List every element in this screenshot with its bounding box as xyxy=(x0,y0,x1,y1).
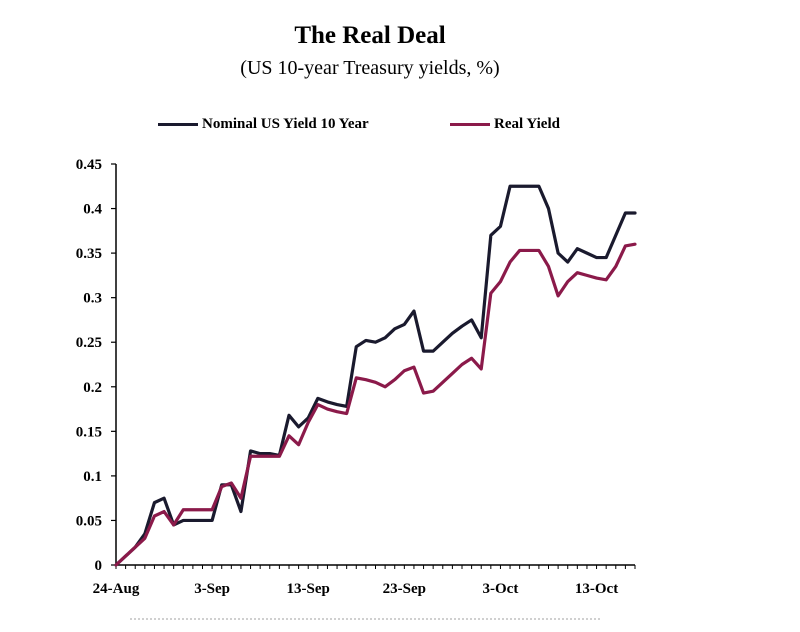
chart-title: The Real Deal xyxy=(294,22,446,49)
y-tick-label: 0.25 xyxy=(76,335,102,351)
series-line-real xyxy=(114,242,637,567)
x-tick-label: 24-Aug xyxy=(93,581,140,597)
y-tick-label: 0.45 xyxy=(76,157,102,173)
chart-subtitle: (US 10-year Treasury yields, %) xyxy=(240,57,500,79)
y-tick-label: 0.35 xyxy=(76,246,102,262)
legend-label-nominal: Nominal US Yield 10 Year xyxy=(202,116,369,132)
x-tick-label: 13-Oct xyxy=(575,581,618,597)
legend-label-real: Real Yield xyxy=(494,116,560,132)
y-tick-label: 0.05 xyxy=(76,513,102,529)
cropped-caption-line xyxy=(130,618,600,622)
y-tick-label: 0.1 xyxy=(83,469,102,485)
y-tick-label: 0 xyxy=(95,558,103,574)
legend-swatch-real xyxy=(450,123,490,126)
y-tick-label: 0.4 xyxy=(83,202,102,218)
x-tick-label: 3-Sep xyxy=(194,581,230,597)
series-line-nominal xyxy=(114,184,637,567)
y-tick-label: 0.15 xyxy=(76,424,102,440)
y-tick-label: 0.2 xyxy=(83,380,102,396)
x-tick-label: 3-Oct xyxy=(483,581,519,597)
x-tick-label: 13-Sep xyxy=(287,581,330,597)
y-tick-label: 0.3 xyxy=(83,291,102,307)
x-tick-label: 23-Sep xyxy=(383,581,426,597)
legend-swatch-nominal xyxy=(158,123,198,126)
